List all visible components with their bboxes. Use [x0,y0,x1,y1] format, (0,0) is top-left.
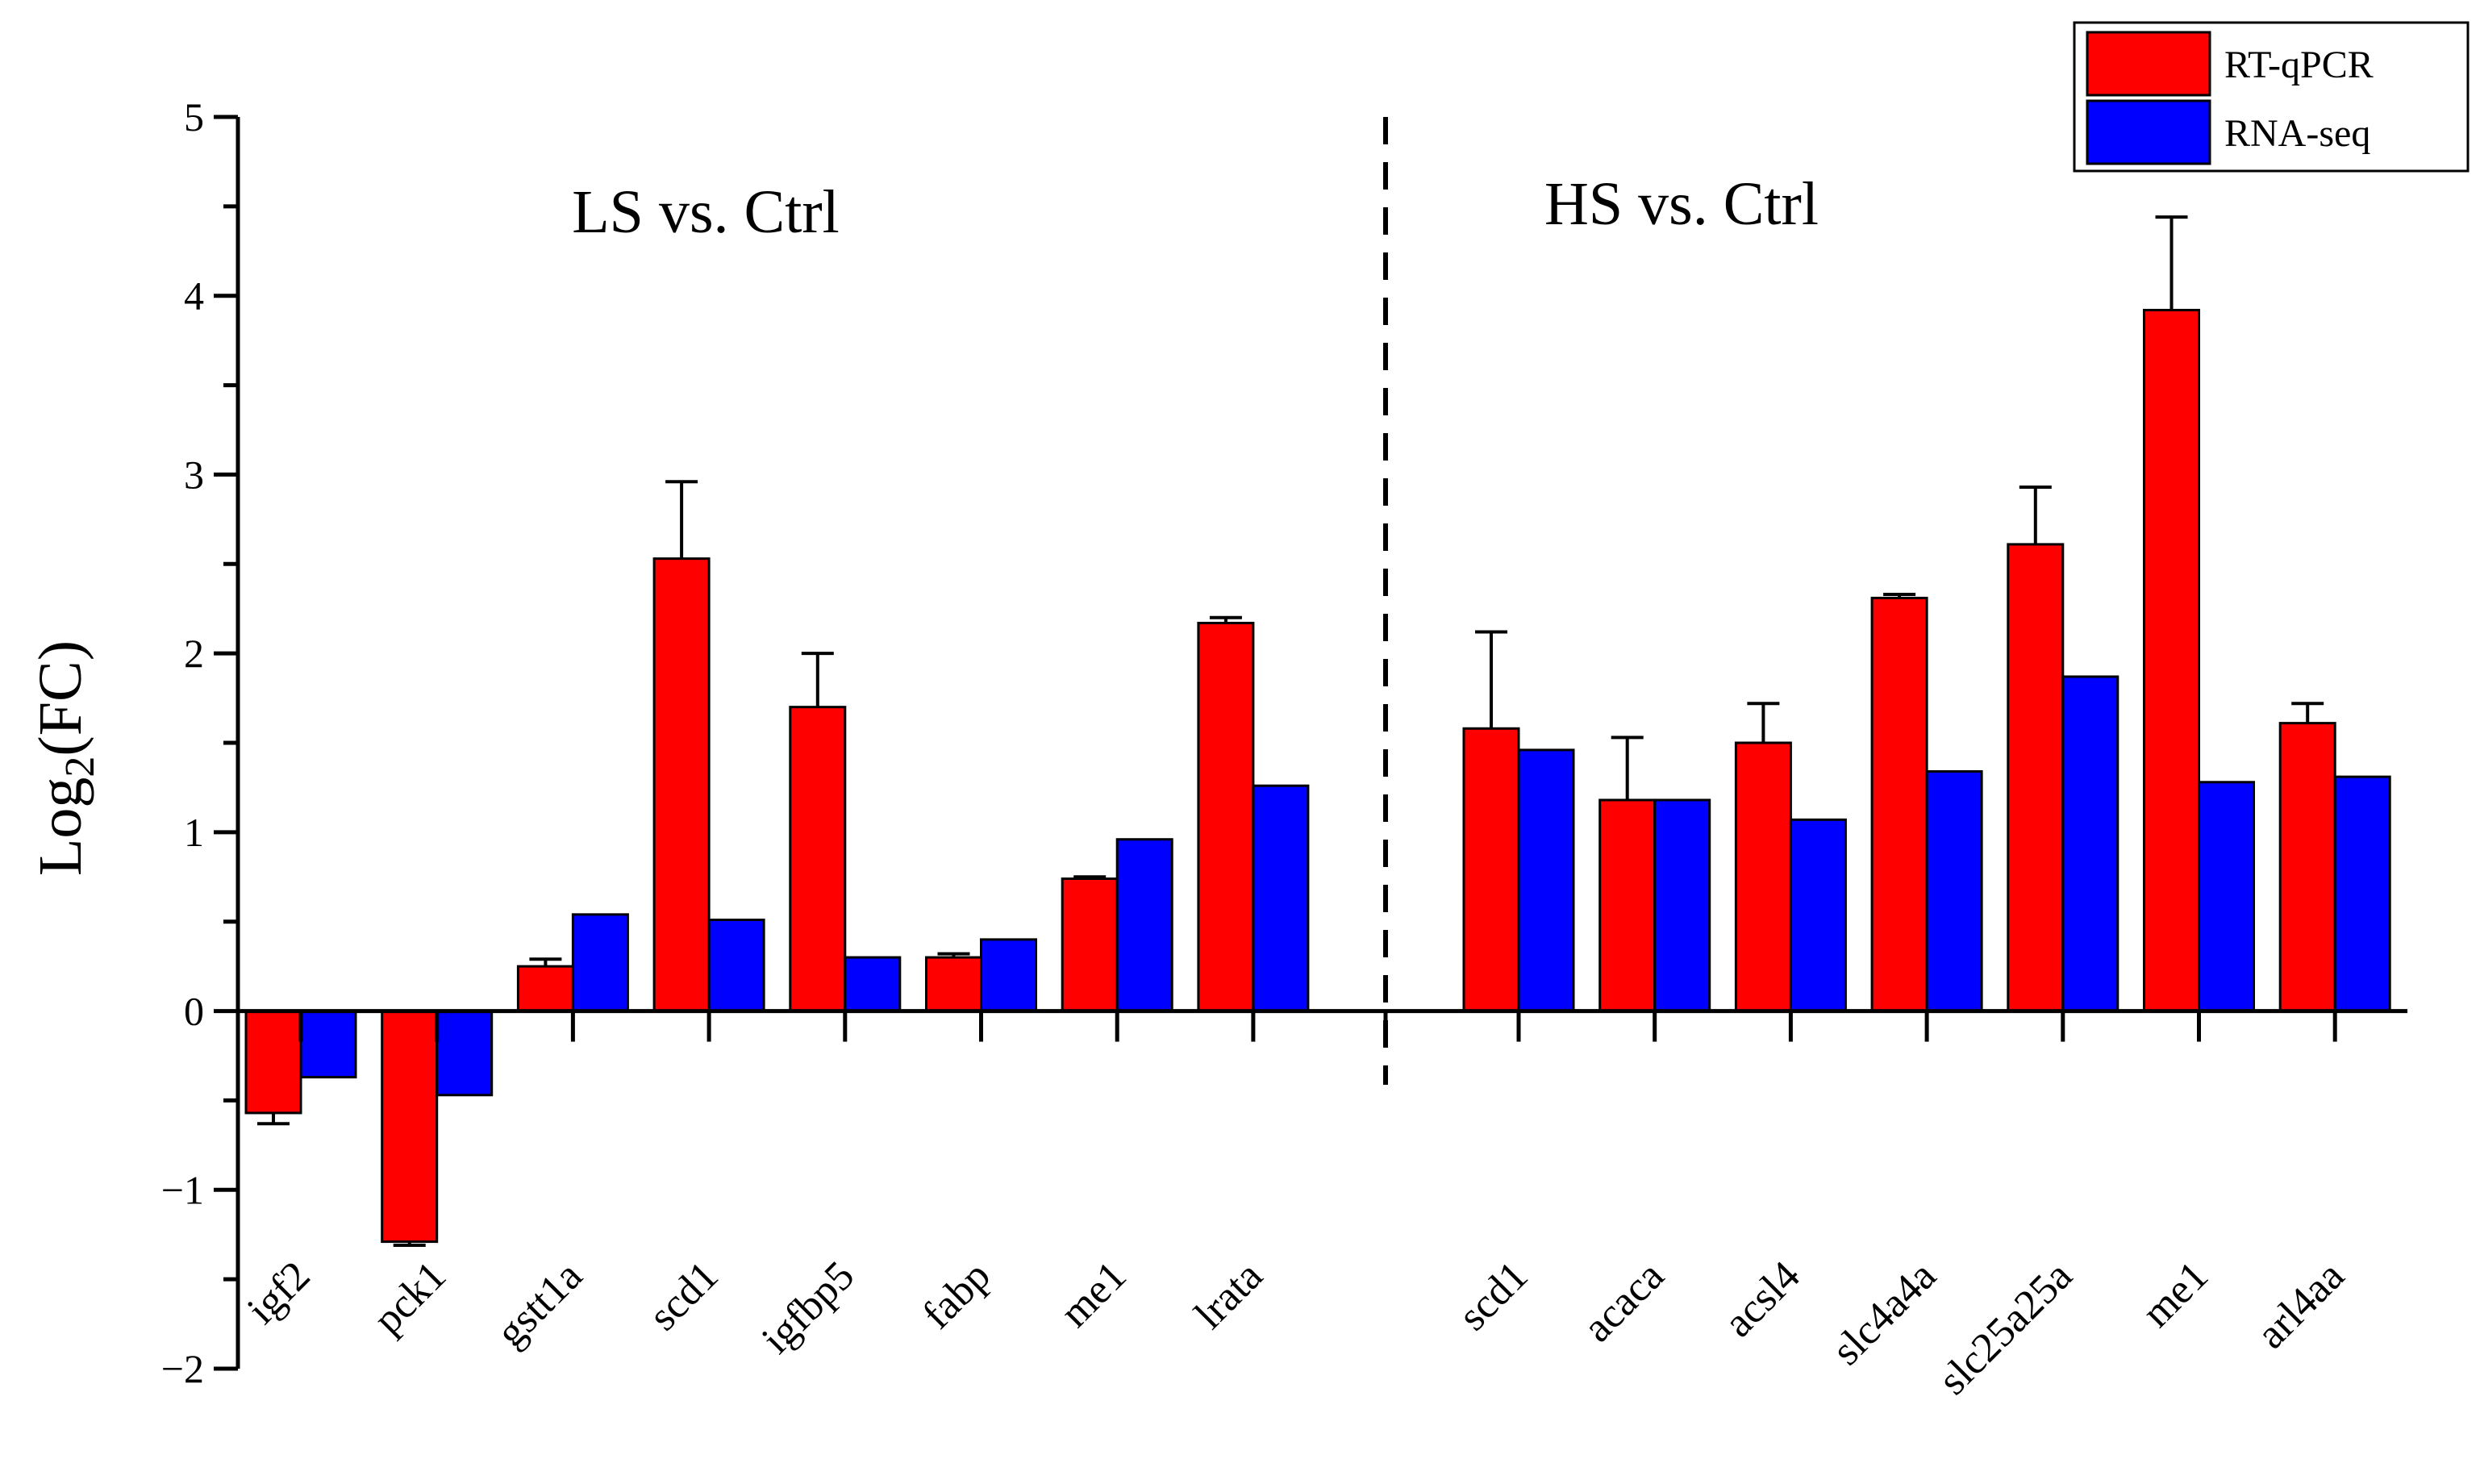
category-label: igfbp5 [753,1253,863,1362]
y-tick-label: 0 [184,989,204,1034]
bar-rnaseq-acsl4-g2 [1789,818,1847,1013]
category-label: igf2 [239,1253,319,1333]
bar-rtqpcr-fabp-g1 [925,956,982,1013]
bar-rnaseq-slc25a25a-g2 [2061,675,2119,1013]
bar-rnaseq-me1-g1 [1115,838,1173,1013]
bar-rnaseq-acaca-g2 [1653,798,1711,1013]
y-tick-label: 4 [184,273,204,319]
bar-rtqpcr-igfbp5-g1 [789,706,847,1013]
legend-swatch-rtqpcr [2086,31,2211,97]
bar-rtqpcr-arl4aa-g2 [2278,722,2336,1013]
bars-layer [244,308,2391,1244]
y-tick-label: 5 [184,94,204,140]
group-label-hs: HS vs. Ctrl [1544,170,1819,238]
bar-rtqpcr-me1-g1 [1061,877,1119,1013]
error-bars-layer [257,215,2324,1248]
bar-rnaseq-pck1-g1 [436,1010,494,1097]
bar-rnaseq-gstt1a-g1 [571,913,629,1013]
labels-layer: igf2 pck1 gstt1a scd1 igfbp5 fabp me1 lrata scd1… [27,94,2353,1404]
category-label: acsl4 [1715,1253,1809,1346]
bar-rtqpcr-slc4a4a-g2 [1870,596,1928,1013]
y-tick-label: −1 [161,1167,204,1212]
category-label: scd1 [640,1253,727,1340]
category-label: pck1 [365,1253,455,1343]
category-label: me1 [2133,1253,2217,1336]
y-tick-label: −2 [161,1346,204,1391]
bar-rtqpcr-acaca-g2 [1598,798,1657,1013]
category-label: lrata [1186,1253,1272,1338]
legend-swatch-rnaseq [2086,99,2211,165]
group-label-ls: LS vs. Ctrl [572,178,840,246]
bar-rnaseq-igf2-g1 [299,1010,357,1079]
category-label: scd1 [1450,1253,1537,1340]
category-label: slc25a25a [1930,1253,2081,1403]
y-tick-label: 1 [184,810,204,855]
category-label: gstt1a [488,1253,591,1356]
y-tick-label: 2 [184,631,204,676]
bar-rnaseq-fabp-g1 [980,938,1037,1013]
bar-rtqpcr-scd1-g2 [1462,727,1520,1013]
bar-rnaseq-scd1-g1 [707,918,765,1013]
bar-rtqpcr-me1-g2 [2143,308,2200,1013]
category-label: me1 [1052,1253,1136,1336]
bar-rtqpcr-gstt1a-g1 [516,965,574,1013]
category-label: fabp [914,1253,999,1338]
axes-layer [214,115,2407,1371]
bar-rnaseq-lrata-g1 [1252,784,1310,1013]
y-axis-label: Log2(FC) [27,640,103,876]
category-label: slc4a4a [1824,1253,1945,1374]
legend-label-rnaseq: RNA-seq [2224,112,2370,155]
bar-rtqpcr-slc25a25a-g2 [2007,543,2065,1013]
bar-rnaseq-slc4a4a-g2 [1925,769,1983,1013]
bar-rnaseq-scd1-g2 [1517,748,1575,1013]
bar-rnaseq-arl4aa-g2 [2333,775,2391,1013]
category-label: acaca [1574,1253,1673,1351]
bar-rtqpcr-igf2-g1 [244,1010,302,1115]
bar-rnaseq-igfbp5-g1 [844,956,902,1013]
legend: RT-qPCR RNA-seq [2073,21,2470,173]
bar-rtqpcr-lrata-g1 [1197,621,1255,1013]
legend-label-rtqpcr: RT-qPCR [2224,44,2374,86]
bar-rtqpcr-scd1-g1 [652,557,711,1013]
bar-rtqpcr-acsl4-g2 [1734,741,1792,1013]
category-label: arl4aa [2249,1253,2353,1357]
bar-rtqpcr-pck1-g1 [381,1010,439,1244]
y-tick-label: 3 [184,452,204,497]
bar-rnaseq-me1-g2 [2198,781,2255,1013]
